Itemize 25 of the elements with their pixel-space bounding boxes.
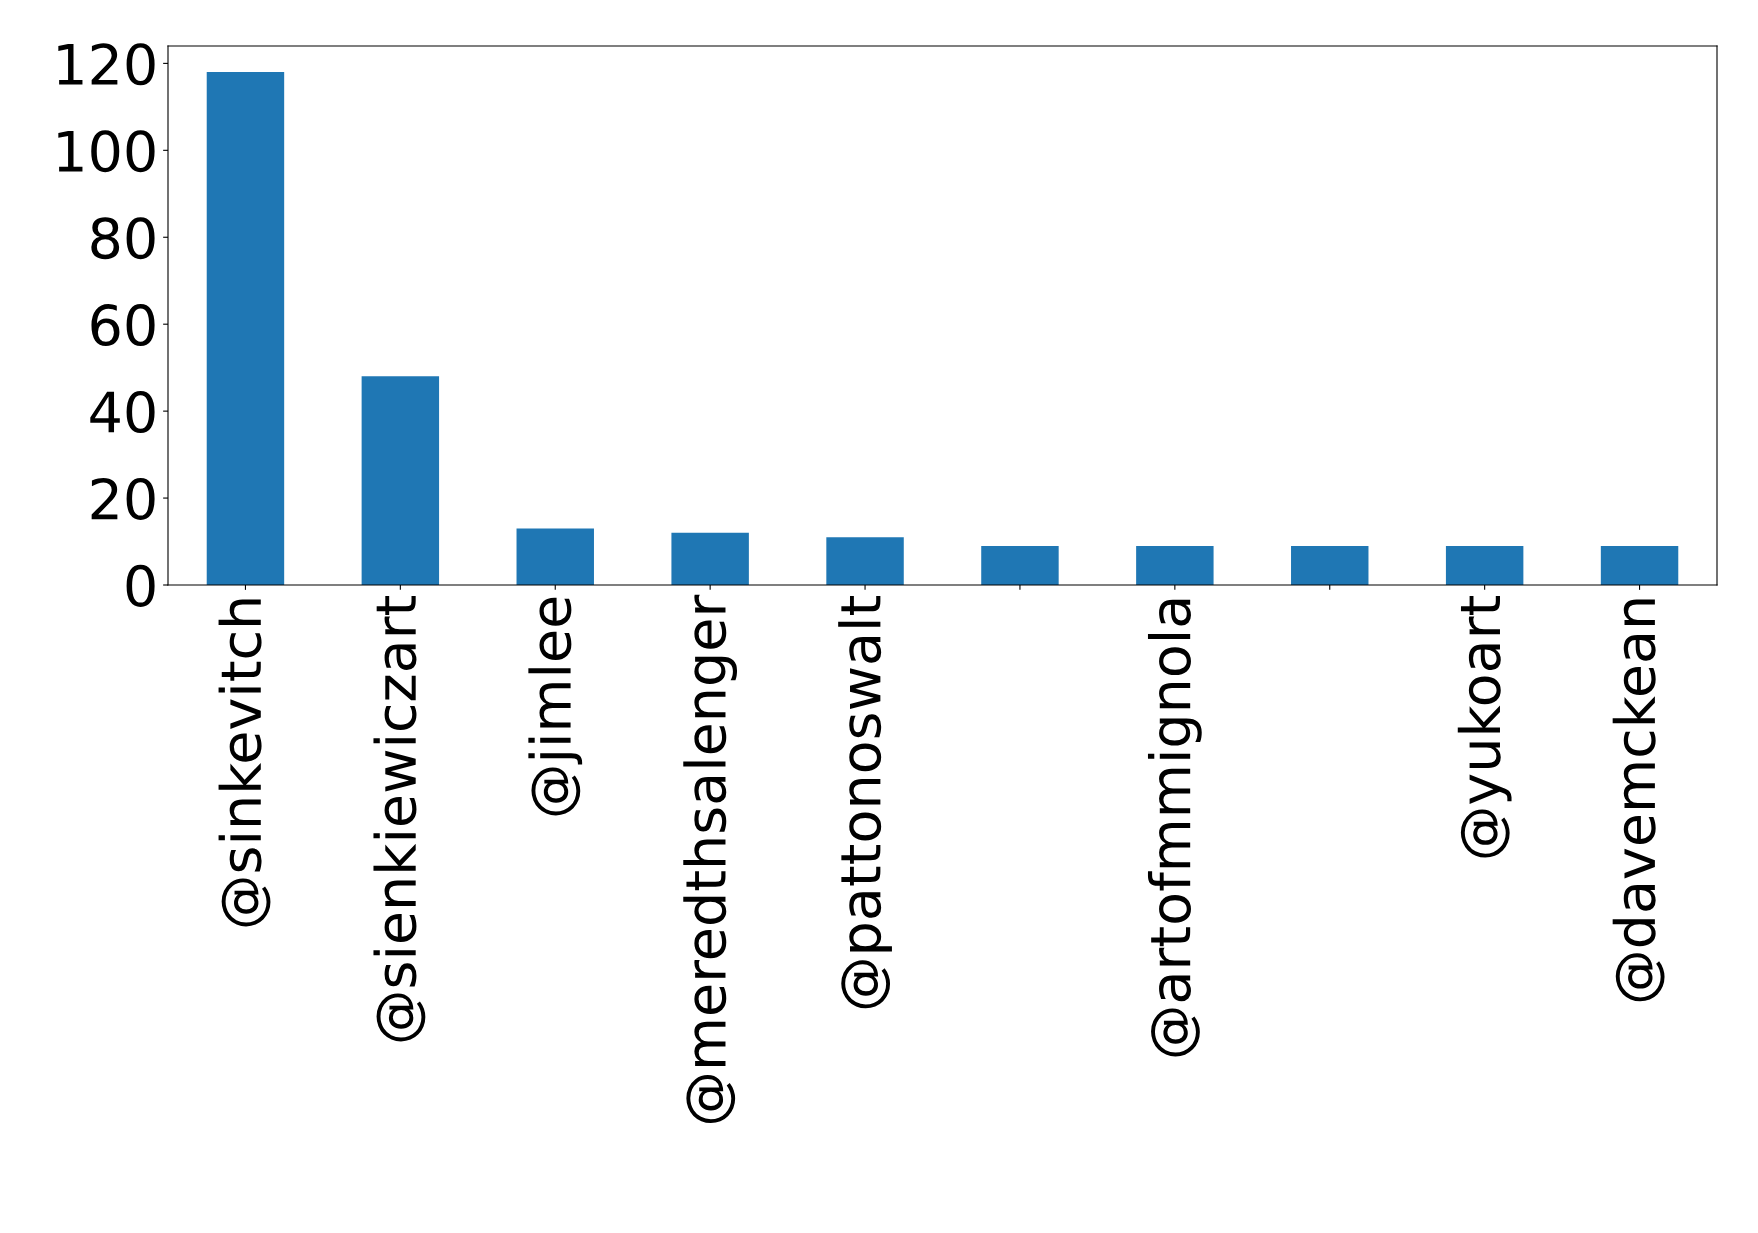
y-tick-label: 40 (90, 391, 155, 434)
y-tick-label: 100 (58, 130, 155, 173)
y-tick-label: 0 (126, 564, 155, 607)
bar (1600, 545, 1679, 585)
bar (206, 72, 285, 585)
bar (671, 532, 749, 585)
bar (1445, 545, 1524, 585)
x-tick-label: @sinkevitch (218, 599, 271, 927)
bar (361, 376, 440, 585)
bar (516, 528, 594, 585)
bar (1291, 545, 1369, 585)
bar (981, 545, 1059, 585)
x-tick-label: @yukoart (1457, 596, 1512, 858)
x-tick-label: @artofmmignola (1147, 599, 1202, 1057)
x-tick-label: @davemckean (1612, 599, 1665, 1002)
y-tick-label: 80 (91, 217, 155, 260)
x-tick-label: @pattonoswalt (838, 596, 892, 1009)
y-tick-label: 60 (91, 304, 155, 347)
x-tick-label: @sienkiewiczart (373, 596, 426, 1042)
x-tick-label: @jimlee (528, 597, 583, 816)
y-tick-label: 20 (91, 477, 155, 520)
y-tick-label: 120 (58, 43, 155, 86)
bar (1136, 545, 1214, 585)
bar (826, 537, 904, 585)
x-tick-label: @meredthsalenger (683, 594, 738, 1124)
